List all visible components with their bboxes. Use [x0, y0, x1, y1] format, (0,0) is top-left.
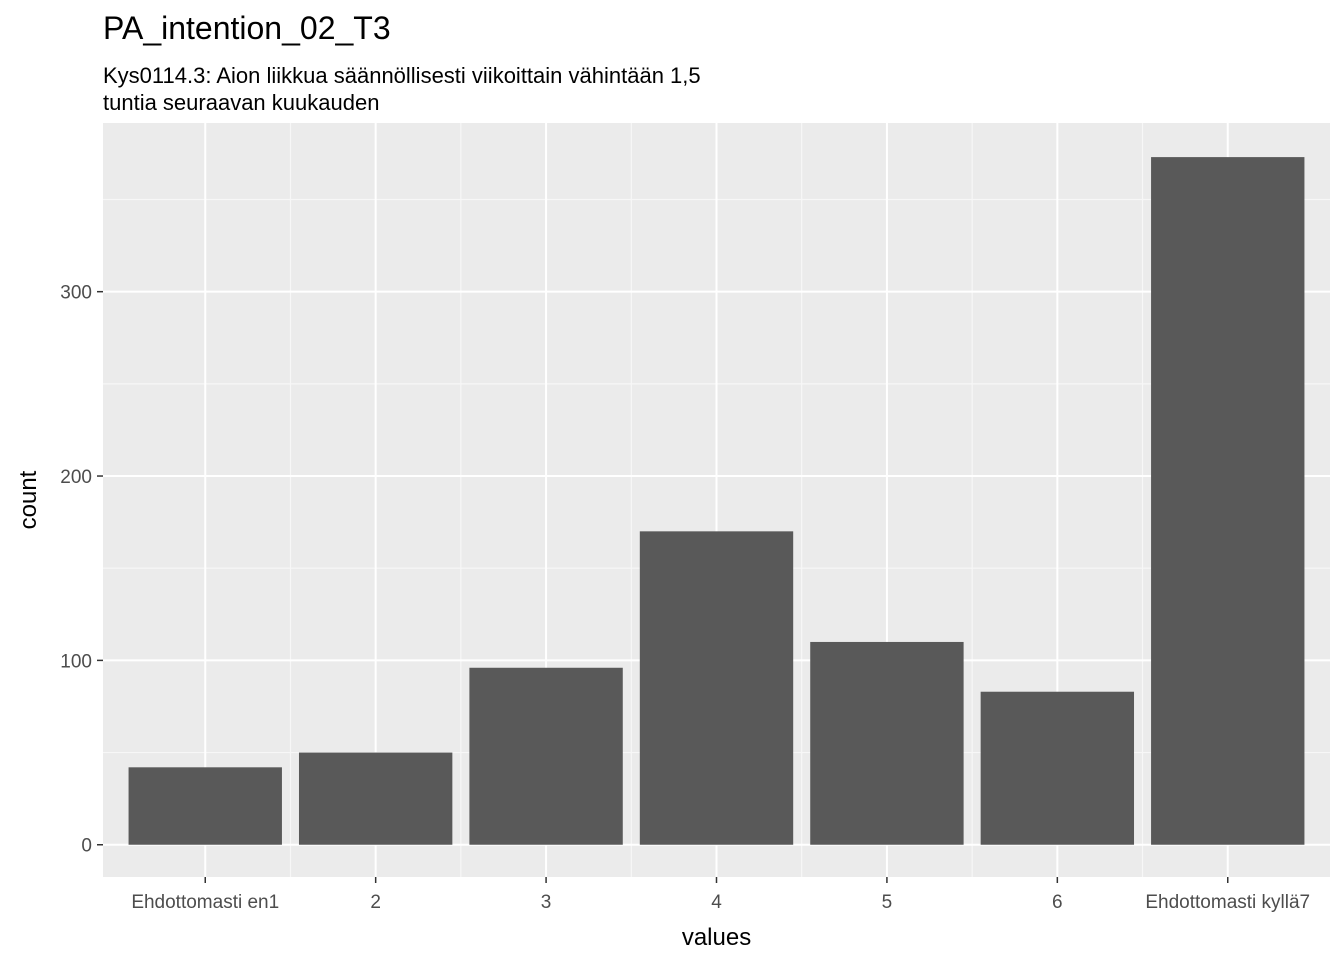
bar-1 [128, 767, 282, 845]
x-tick-label: 2 [370, 892, 381, 913]
chart-subtitle-line-1: Kys0114.3: Aion liikkua säännöllisesti v… [103, 63, 701, 88]
x-tick-label: 5 [882, 892, 893, 913]
x-tick-label: 3 [541, 892, 552, 913]
x-tick-label: Ehdottomasti en1 [131, 892, 279, 913]
bar-4 [639, 531, 794, 845]
y-tick-label: 0 [81, 836, 92, 857]
bar-7 [1151, 157, 1305, 845]
x-axis: Ehdottomasti en1 2 3 4 5 6 Ehdottomasti kyllä7 [131, 877, 1310, 913]
x-tick-label: 4 [711, 892, 722, 913]
x-axis-title: values [682, 924, 751, 951]
bar-6 [980, 691, 1135, 845]
bar-2 [298, 752, 453, 845]
chart-title: PA_intention_02_T3 [103, 10, 391, 46]
chart-subtitle-line-2: tuntia seuraavan kuukauden [103, 90, 380, 115]
bar-5 [810, 641, 964, 845]
y-axis-title: count [15, 470, 42, 529]
y-tick-label: 300 [60, 283, 92, 304]
x-tick-label: Ehdottomasti kyllä7 [1145, 892, 1310, 913]
y-tick-label: 200 [60, 467, 92, 488]
bars [128, 157, 1305, 845]
bar-3 [469, 667, 623, 845]
y-tick-label: 100 [60, 651, 92, 672]
x-tick-label: 6 [1052, 892, 1063, 913]
y-axis: 0 100 200 300 [60, 283, 103, 857]
